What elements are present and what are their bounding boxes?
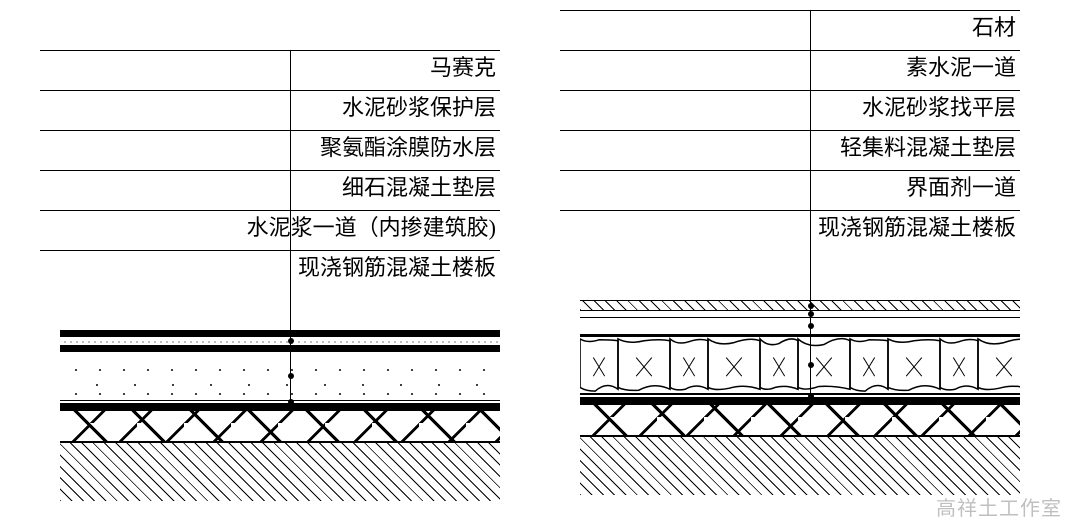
layer-label-text: 石材	[972, 10, 1020, 42]
section-layer-dots-fine	[60, 336, 500, 346]
layer-label-text: 现浇钢筋混凝土楼板	[818, 210, 1020, 242]
layer-label-row: 水泥浆一道（内掺建筑胶)	[40, 210, 500, 240]
section-layer-solid-black	[580, 397, 1020, 405]
layer-label-text: 水泥砂浆找平层	[862, 90, 1020, 122]
section-layer-hatch-diag	[580, 435, 1020, 495]
layer-label-row: 现浇钢筋混凝土楼板	[40, 250, 500, 280]
layer-label-row: 水泥砂浆保护层	[40, 90, 500, 120]
layer-label-text: 聚氨酯涂膜防水层	[320, 130, 500, 162]
layer-label-row: 轻集料混凝土垫层	[560, 130, 1020, 160]
section-layer-dot-sparse	[60, 351, 500, 401]
layer-label-text: 水泥浆一道（内掺建筑胶)	[247, 210, 500, 242]
layer-label-row: 聚氨酯涂膜防水层	[40, 130, 500, 160]
layer-label-row: 界面剂一道	[560, 170, 1020, 200]
layer-label-text: 马赛克	[430, 50, 500, 82]
layer-label-text: 水泥砂浆保护层	[342, 90, 500, 122]
section-diagram-right: 石材素水泥一道水泥砂浆找平层轻集料混凝土垫层界面剂一道现浇钢筋混凝土楼板	[560, 0, 1040, 527]
section-layer-solid-black	[60, 403, 500, 411]
section-layer-dot-sparse	[580, 317, 1020, 335]
section-layer-hatch-diag	[580, 300, 1020, 311]
layer-label-row: 水泥砂浆找平层	[560, 90, 1020, 120]
layer-label-row: 马赛克	[40, 50, 500, 80]
section-layer-rubble	[580, 335, 1020, 395]
watermark-text: 高祥土工作室	[936, 492, 1062, 521]
layer-label-text: 现浇钢筋混凝土楼板	[298, 250, 500, 282]
layer-label-text: 轻集料混凝土垫层	[840, 130, 1020, 162]
section-layer-triangles	[60, 411, 500, 441]
layer-label-row: 现浇钢筋混凝土楼板	[560, 210, 1020, 240]
layer-label-row: 细石混凝土垫层	[40, 170, 500, 200]
layer-label-row: 素水泥一道	[560, 50, 1020, 80]
section-layer-triangles	[580, 405, 1020, 435]
layer-label-text: 细石混凝土垫层	[342, 170, 500, 202]
section-diagram-left: 马赛克水泥砂浆保护层聚氨酯涂膜防水层细石混凝土垫层水泥浆一道（内掺建筑胶) 现浇钢…	[40, 0, 520, 527]
layer-label-text: 界面剂一道	[906, 170, 1020, 202]
section-layer-hatch-diag	[60, 441, 500, 501]
layer-label-row: 石材	[560, 10, 1020, 40]
layer-label-text: 素水泥一道	[906, 50, 1020, 82]
diagram-canvas: 马赛克水泥砂浆保护层聚氨酯涂膜防水层细石混凝土垫层水泥浆一道（内掺建筑胶) 现浇钢…	[0, 0, 1080, 527]
